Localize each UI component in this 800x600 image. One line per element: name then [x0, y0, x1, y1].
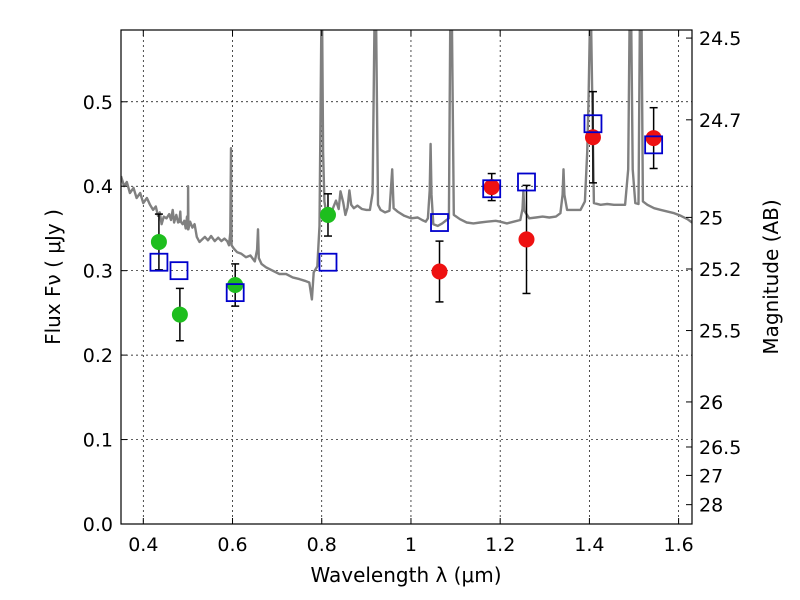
- y2-tick-label: 24.5: [699, 28, 741, 50]
- red-photometry-point: [431, 263, 448, 280]
- y-tick-label: 0.1: [83, 430, 113, 452]
- axis-ticks: 0.4 0.6 0.8 1 1.2 1.4 1.6 0.0 0.1 0.2 0.3 0.4 0.5 24.…: [83, 28, 742, 556]
- x-tick-label: 0.6: [217, 534, 247, 556]
- y2-tick-label: 27: [699, 465, 723, 487]
- x-tick-label: 1: [405, 534, 417, 556]
- x-tick-label: 1.6: [664, 534, 694, 556]
- y2-tick-label: 26.5: [699, 437, 741, 459]
- x-tick-label: 0.4: [128, 534, 158, 556]
- model-square-marker: [430, 213, 449, 232]
- model-square-marker: [583, 114, 603, 134]
- model-square-marker: [225, 283, 245, 303]
- x-tick-label: 1.2: [485, 534, 515, 556]
- model-square-marker: [482, 179, 502, 199]
- model-spectrum: [121, 30, 692, 301]
- red-photometry-point: [645, 130, 662, 147]
- y-tick-label: 0.2: [83, 345, 113, 367]
- y-tick-label: 0.4: [83, 176, 113, 198]
- red-photometry-point: [483, 179, 500, 196]
- model-square-marker: [517, 172, 536, 192]
- y-tick-label: 0.5: [83, 92, 113, 114]
- model-square-marker: [169, 261, 189, 281]
- y2-tick-label: 25.2: [699, 259, 741, 281]
- model-square-marker: [149, 252, 169, 272]
- x-tick-label: 1.4: [574, 534, 604, 556]
- model-square-marker: [644, 135, 664, 155]
- y2-axis-label: Magnitude (AB): [759, 199, 783, 354]
- y2-tick-label: 26: [699, 392, 723, 414]
- green-photometry-point: [150, 233, 167, 250]
- x-tick-label: 0.8: [307, 534, 337, 556]
- y2-tick-label: 25: [699, 207, 723, 229]
- plot-frame: [120, 29, 693, 525]
- y-axis-label: Flux Fν ( μJy ): [41, 209, 65, 345]
- spectrum-line: [121, 30, 692, 301]
- y2-tick-label: 24.7: [699, 110, 741, 132]
- y2-tick-label: 25.5: [699, 321, 741, 343]
- y-tick-label: 0.0: [83, 514, 113, 536]
- red-photometry-point: [518, 231, 535, 248]
- x-axis-label: Wavelength λ (μm): [310, 563, 501, 587]
- green-photometry-point: [319, 206, 336, 223]
- green-photometry-point: [171, 306, 188, 323]
- y-tick-label: 0.3: [83, 261, 113, 283]
- red-photometry-point: [584, 129, 601, 146]
- y2-tick-label: 28: [699, 495, 723, 517]
- data-markers: [149, 114, 664, 323]
- model-square-marker: [318, 252, 338, 272]
